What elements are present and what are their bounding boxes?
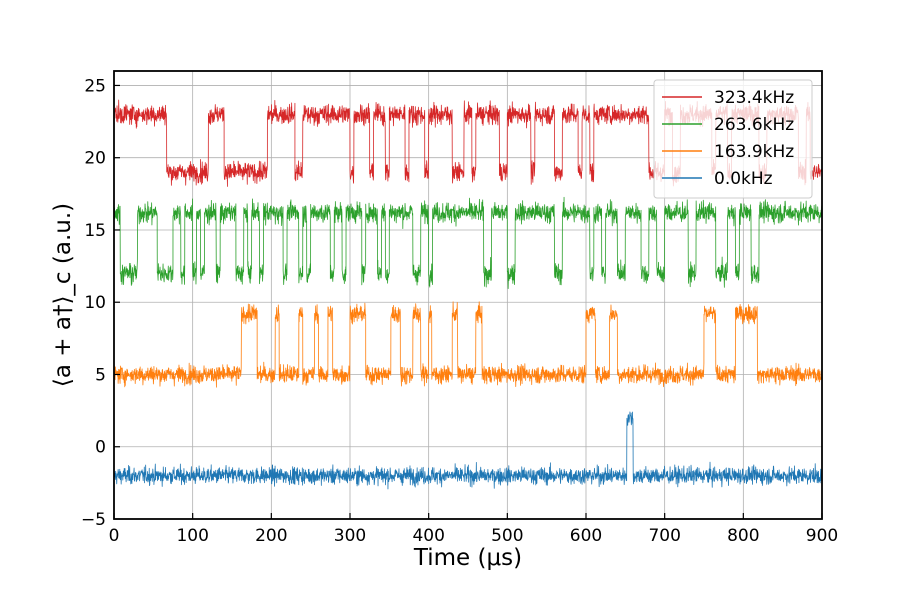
y-tick-label: 10 <box>84 293 106 313</box>
x-tick-label: 300 <box>334 526 366 546</box>
plot-frame <box>113 70 823 520</box>
legend-label: 323.4kHz <box>714 88 794 108</box>
y-tick-label: −5 <box>81 510 106 530</box>
x-tick-label: 500 <box>491 526 523 546</box>
x-tick-label: 600 <box>570 526 602 546</box>
y-ticks: −5 0 5 10 15 20 25 <box>81 76 120 530</box>
x-tick-label: 0 <box>109 526 120 546</box>
series-line-263.6kHz <box>113 196 823 290</box>
y-tick-label: 25 <box>84 76 106 96</box>
x-axis-label: Time (μs) <box>413 545 522 571</box>
legend-box <box>653 79 813 199</box>
x-tick-label: 200 <box>255 526 287 546</box>
y-tick-label: 20 <box>84 149 106 169</box>
legend-label: 263.6kHz <box>714 115 794 135</box>
legend: 323.4kHz 263.6kHz 163.9kHz 0.0kHz <box>653 79 813 199</box>
series-line-0.0kHz <box>113 411 823 490</box>
series-line-163.9kHz <box>113 301 823 388</box>
x-tick-label: 100 <box>176 526 208 546</box>
y-tick-label: 5 <box>95 365 106 385</box>
y-tick-label: 15 <box>84 221 106 241</box>
legend-label: 163.9kHz <box>714 142 794 162</box>
x-ticks: 0 100 200 300 400 500 600 700 800 900 <box>109 513 838 546</box>
x-tick-label: 800 <box>727 526 759 546</box>
y-tick-label: 0 <box>95 438 106 458</box>
x-tick-label: 400 <box>412 526 444 546</box>
x-tick-label: 900 <box>806 526 838 546</box>
y-axis-label: ⟨a + a†⟩_c (a.u.) <box>50 203 76 387</box>
legend-label: 0.0kHz <box>714 169 773 189</box>
x-tick-label: 700 <box>648 526 680 546</box>
